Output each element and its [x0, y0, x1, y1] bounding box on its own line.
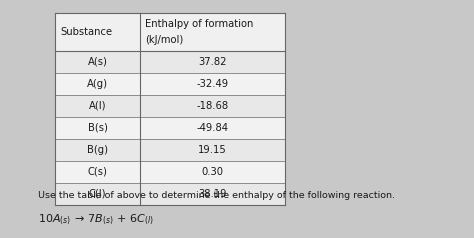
Text: $10A_{(s)}$$\,\rightarrow\,$$7B_{(s)}\,+\,6C_{(l)}$: $10A_{(s)}$$\,\rightarrow\,$$7B_{(s)}\,+… — [38, 213, 155, 227]
Text: A(s): A(s) — [88, 57, 108, 67]
Text: (kJ/mol): (kJ/mol) — [145, 35, 183, 45]
Bar — [55, 117, 285, 139]
Bar — [55, 73, 285, 95]
Bar — [55, 95, 285, 117]
Text: C(l): C(l) — [89, 189, 106, 199]
Text: 37.82: 37.82 — [198, 57, 227, 67]
Text: -18.68: -18.68 — [196, 101, 228, 111]
Text: A(g): A(g) — [87, 79, 108, 89]
Text: 19.15: 19.15 — [198, 145, 227, 155]
Text: 38.19: 38.19 — [198, 189, 227, 199]
Text: B(s): B(s) — [88, 123, 108, 133]
Text: 0.30: 0.30 — [201, 167, 224, 177]
Text: -49.84: -49.84 — [197, 123, 228, 133]
Text: C(s): C(s) — [88, 167, 108, 177]
Bar — [55, 183, 285, 205]
Text: B(g): B(g) — [87, 145, 108, 155]
Bar — [55, 51, 285, 73]
Bar — [55, 161, 285, 183]
Text: -32.49: -32.49 — [196, 79, 228, 89]
Text: Substance: Substance — [60, 27, 112, 37]
Text: Enthalpy of formation: Enthalpy of formation — [145, 19, 254, 29]
Bar — [55, 13, 285, 51]
Bar — [55, 139, 285, 161]
Text: Use the table of above to determine the enthalpy of the following reaction.: Use the table of above to determine the … — [38, 190, 395, 199]
Text: A(l): A(l) — [89, 101, 106, 111]
